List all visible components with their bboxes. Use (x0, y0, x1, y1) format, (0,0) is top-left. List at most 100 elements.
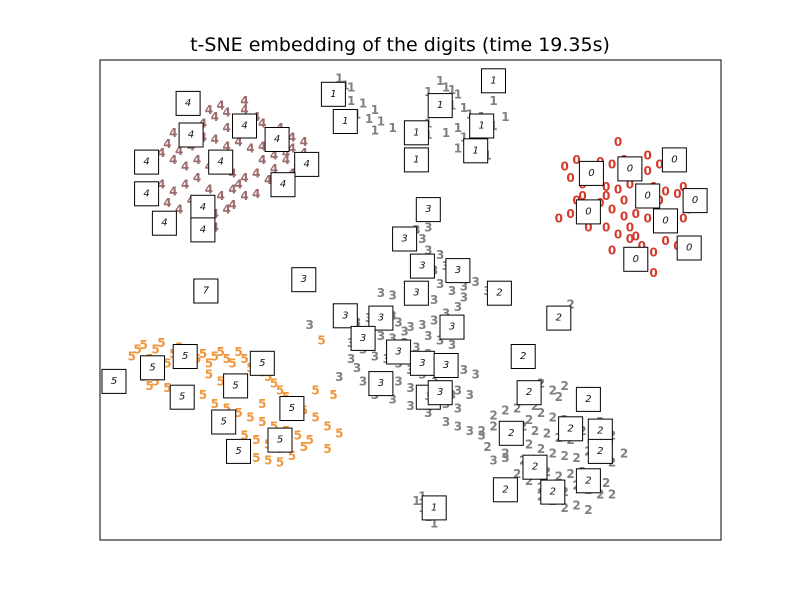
digit-point-3: 3 (466, 388, 474, 402)
digit-point-5: 5 (217, 374, 225, 388)
digit-point-2: 2 (537, 406, 545, 420)
digit-point-1: 1 (460, 101, 468, 115)
digit-thumbnail-4: 4 (264, 127, 290, 152)
digit-point-3: 3 (442, 415, 450, 429)
digit-point-3: 3 (472, 368, 480, 382)
digit-thumbnail-5: 5 (140, 355, 165, 381)
digit-thumbnail-4: 4 (208, 149, 234, 175)
digit-point-3: 3 (460, 363, 468, 377)
digit-point-3: 3 (466, 424, 474, 438)
digit-point-0: 0 (620, 194, 628, 208)
digit-point-5: 5 (300, 440, 308, 454)
svg-text:3: 3 (301, 274, 307, 285)
svg-text:2: 2 (567, 423, 573, 434)
digit-point-0: 0 (649, 266, 657, 280)
digit-point-1: 1 (389, 121, 397, 135)
digit-thumbnail-3: 3 (350, 325, 376, 351)
digit-point-3: 3 (448, 338, 456, 352)
digit-point-4: 4 (252, 187, 260, 201)
digit-thumbnail-2: 2 (498, 420, 524, 446)
digit-point-0: 0 (626, 221, 634, 235)
digit-point-4: 4 (211, 133, 219, 147)
svg-text:3: 3 (413, 288, 419, 299)
digit-point-3: 3 (418, 318, 426, 332)
digit-point-0: 0 (661, 234, 669, 248)
digit-thumbnail-7: 7 (193, 278, 219, 304)
digit-point-1: 1 (335, 72, 343, 86)
digit-point-3: 3 (436, 248, 444, 262)
digit-point-4: 4 (205, 103, 213, 117)
digit-point-4: 4 (240, 94, 248, 108)
digit-point-3: 3 (418, 232, 426, 246)
digit-point-5: 5 (264, 454, 272, 468)
svg-text:1: 1 (490, 75, 496, 86)
digit-point-1: 1 (454, 121, 462, 135)
digit-point-2: 2 (513, 402, 521, 416)
digit-point-4: 4 (282, 153, 290, 167)
svg-text:1: 1 (330, 89, 336, 100)
digit-thumbnail-2: 2 (486, 280, 512, 306)
digit-point-5: 5 (276, 456, 284, 470)
digit-point-0: 0 (632, 230, 640, 244)
digit-point-4: 4 (223, 121, 231, 135)
digit-thumbnail-3: 3 (409, 350, 435, 376)
digit-point-4: 4 (240, 103, 248, 117)
digit-point-5: 5 (294, 429, 302, 443)
digit-point-5: 5 (228, 356, 236, 370)
digit-point-0: 0 (572, 153, 580, 167)
digit-point-3: 3 (501, 451, 509, 465)
svg-text:3: 3 (401, 234, 407, 245)
digit-point-2: 2 (531, 399, 539, 413)
digit-thumbnail-5: 5 (223, 373, 249, 399)
digit-point-3: 3 (454, 300, 462, 314)
digit-point-3: 3 (424, 329, 432, 343)
digit-point-3: 3 (489, 454, 497, 468)
digit-point-5: 5 (134, 343, 142, 357)
svg-text:2: 2 (520, 351, 526, 362)
digit-point-4: 4 (288, 142, 296, 156)
digit-thumbnail-0: 0 (578, 160, 604, 186)
svg-text:4: 4 (200, 202, 206, 213)
digit-point-4: 4 (252, 166, 260, 180)
digit-point-3: 3 (442, 307, 450, 321)
digit-point-0: 0 (614, 135, 622, 149)
digit-thumbnail-5: 5 (279, 396, 305, 421)
digit-point-0: 0 (602, 189, 610, 203)
digit-point-5: 5 (211, 397, 219, 411)
digit-point-3: 3 (394, 374, 402, 388)
digit-point-4: 4 (300, 135, 308, 149)
svg-text:0: 0 (633, 254, 639, 265)
svg-text:0: 0 (585, 206, 591, 217)
digit-point-2: 2 (596, 487, 604, 501)
digit-point-5: 5 (270, 377, 278, 391)
digit-point-2: 2 (483, 440, 491, 454)
digit-thumbnail-4: 4 (190, 194, 216, 220)
svg-text:2: 2 (585, 475, 591, 486)
digit-point-2: 2 (549, 447, 557, 461)
svg-text:5: 5 (179, 392, 185, 403)
digit-point-0: 0 (632, 207, 640, 221)
digit-thumbnail-4: 4 (294, 151, 320, 177)
digit-point-3: 3 (377, 286, 385, 300)
digit-point-4: 4 (157, 146, 165, 160)
digit-point-1: 1 (430, 517, 438, 531)
digit-point-2: 2 (555, 390, 563, 404)
digit-point-4: 4 (217, 99, 225, 113)
digit-point-4: 4 (163, 196, 171, 210)
digit-point-5: 5 (311, 411, 319, 425)
digit-point-4: 4 (258, 139, 266, 153)
digit-point-0: 0 (620, 209, 628, 223)
svg-text:5: 5 (277, 435, 283, 446)
digit-point-4: 4 (223, 203, 231, 217)
digit-point-4: 4 (169, 126, 177, 140)
digit-point-2: 2 (620, 447, 628, 461)
digit-point-2: 2 (489, 420, 497, 434)
digit-point-2: 2 (561, 501, 569, 515)
svg-text:3: 3 (455, 265, 461, 276)
svg-text:1: 1 (479, 121, 485, 132)
svg-text:3: 3 (342, 310, 348, 321)
digit-point-4: 4 (169, 153, 177, 167)
digit-point-5: 5 (199, 347, 207, 361)
svg-text:0: 0 (692, 195, 698, 206)
